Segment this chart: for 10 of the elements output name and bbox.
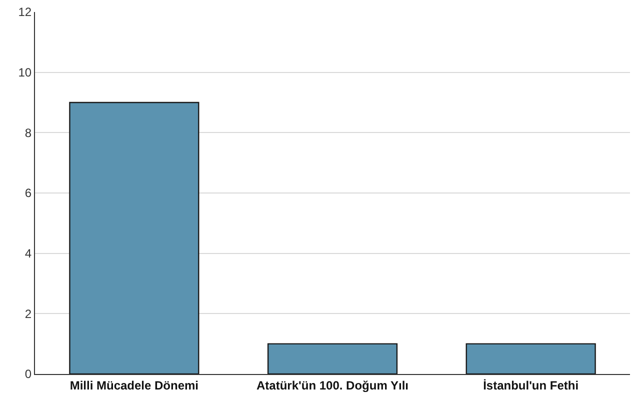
y-tick-label: 6 [24, 186, 32, 200]
x-tick-label: Milli Mücadele Dönemi [70, 378, 199, 392]
y-tick-label: 4 [24, 246, 32, 261]
y-tick-label: 2 [24, 306, 32, 321]
y-tick-label: 12 [18, 5, 32, 20]
y-tick-label: 0 [24, 367, 32, 382]
y-tick-label: 8 [24, 126, 32, 140]
x-tick-label: İstanbul'un Fethi [483, 378, 579, 392]
y-tick-label: 10 [18, 66, 32, 80]
x-tick-label: Atatürk'ün 100. Doğum Yılı [256, 378, 408, 392]
